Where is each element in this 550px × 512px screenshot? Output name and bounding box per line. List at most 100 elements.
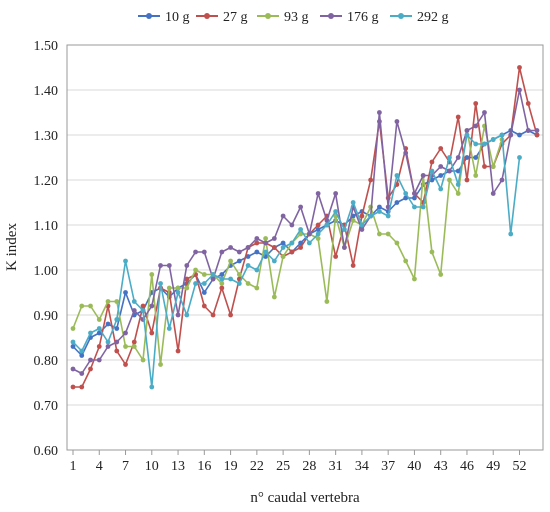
data-point <box>377 231 382 237</box>
data-point <box>350 218 356 223</box>
data-point <box>210 272 216 277</box>
legend-label: 10 g <box>165 10 190 25</box>
y-tick-label: 1.00 <box>34 264 59 279</box>
data-point <box>429 249 435 255</box>
data-point <box>455 182 461 187</box>
data-point <box>245 245 251 250</box>
data-point <box>359 227 365 232</box>
data-point <box>149 330 155 336</box>
data-point <box>193 281 198 286</box>
legend-item: 10 g <box>138 10 190 25</box>
data-point <box>263 240 269 246</box>
data-point <box>473 141 479 147</box>
data-point <box>175 312 181 318</box>
legend-swatch-marker <box>398 13 404 19</box>
data-point <box>219 272 225 277</box>
data-point <box>499 177 505 183</box>
x-tick-label: 16 <box>197 459 211 474</box>
legend-swatch-marker <box>265 13 271 19</box>
data-point <box>79 303 85 309</box>
data-point <box>201 290 207 295</box>
data-point <box>298 227 304 232</box>
data-point <box>245 263 251 268</box>
data-point <box>79 353 85 358</box>
data-point <box>447 155 452 160</box>
y-tick-label: 0.60 <box>34 444 59 459</box>
x-tick-label: 46 <box>460 459 474 474</box>
x-tick-label: 25 <box>276 459 290 474</box>
data-point <box>70 384 76 390</box>
data-point <box>482 110 487 115</box>
data-point <box>438 164 444 169</box>
data-point <box>324 299 330 304</box>
data-point <box>210 276 216 282</box>
data-point <box>306 231 312 237</box>
data-point <box>359 222 365 228</box>
data-point <box>438 186 444 192</box>
y-tick-label: 1.50 <box>34 39 59 54</box>
data-point <box>499 132 505 138</box>
data-point <box>88 357 93 363</box>
data-point <box>219 281 225 286</box>
data-point <box>394 240 400 246</box>
legend-swatch-marker <box>328 13 334 19</box>
data-point <box>70 344 76 349</box>
x-tick-label: 19 <box>224 459 238 474</box>
data-point <box>96 330 102 336</box>
data-point <box>517 132 522 138</box>
y-tick-label: 1.40 <box>34 84 59 99</box>
legend-swatch-marker <box>146 13 152 19</box>
legend-label: 93 g <box>284 10 309 25</box>
data-point <box>184 285 190 291</box>
data-point <box>263 249 269 255</box>
data-point <box>525 101 531 106</box>
y-tick-label: 0.80 <box>34 354 59 369</box>
data-point <box>473 155 479 160</box>
data-point <box>333 254 339 259</box>
data-point <box>447 168 452 174</box>
x-tick-label: 22 <box>250 459 264 474</box>
data-point <box>105 339 111 345</box>
data-point <box>175 290 181 295</box>
data-point <box>184 263 190 268</box>
data-point <box>403 191 409 196</box>
data-point <box>79 348 85 354</box>
data-point <box>473 173 479 178</box>
data-point <box>482 141 487 147</box>
data-point <box>315 236 321 241</box>
data-point <box>70 339 76 345</box>
x-axis-label: n° caudal vertebra <box>250 490 360 506</box>
data-point <box>201 249 207 255</box>
data-point <box>166 263 172 268</box>
data-point <box>464 128 470 133</box>
data-point <box>490 164 496 169</box>
data-point <box>123 362 128 367</box>
data-point <box>271 294 277 300</box>
x-tick-label: 34 <box>355 459 369 474</box>
data-point <box>114 317 120 322</box>
data-point <box>96 317 102 322</box>
data-point <box>508 132 514 138</box>
y-tick-label: 1.10 <box>34 219 59 234</box>
data-point <box>140 308 146 313</box>
data-point <box>394 200 400 205</box>
data-point <box>385 231 391 237</box>
data-point <box>333 209 339 214</box>
data-point <box>96 357 102 363</box>
data-point <box>517 87 522 93</box>
data-point <box>517 155 522 160</box>
data-point <box>166 285 172 291</box>
series-line <box>72 125 503 366</box>
data-point <box>254 285 260 291</box>
data-point <box>96 344 102 349</box>
data-point <box>280 245 286 250</box>
data-point <box>175 348 181 354</box>
data-point <box>271 258 277 264</box>
data-point <box>140 303 146 309</box>
data-point <box>534 132 540 138</box>
legend-label: 292 g <box>417 10 449 25</box>
data-point <box>420 204 426 210</box>
data-point <box>131 344 137 349</box>
data-point <box>105 344 111 349</box>
data-point <box>315 191 321 196</box>
